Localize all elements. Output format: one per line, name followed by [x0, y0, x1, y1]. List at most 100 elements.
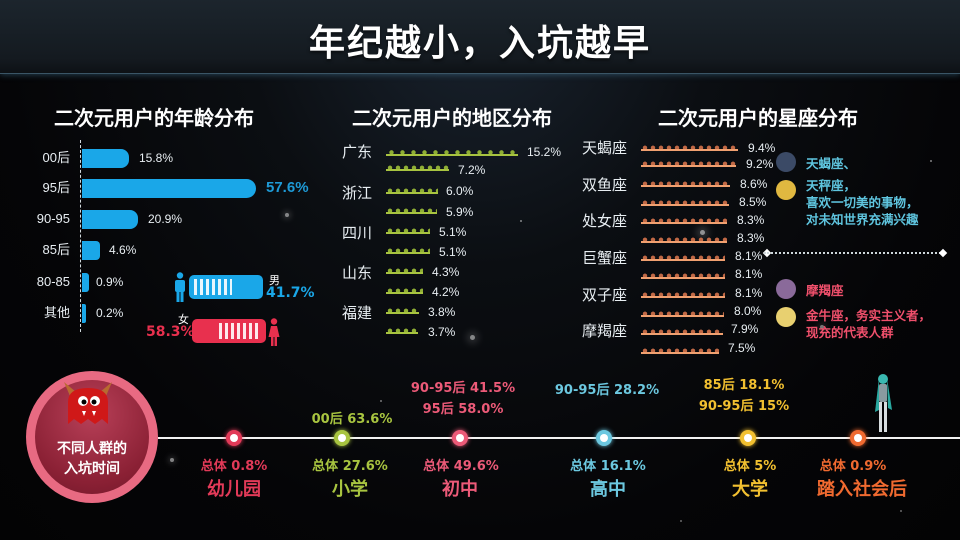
constellation-value: 8.3% [737, 213, 765, 227]
region-label: 山东 [342, 264, 373, 282]
age-label: 其他 [43, 305, 70, 320]
timeline-detail: 90-95后 28.2% [554, 383, 660, 398]
constellation-value: 8.3% [737, 231, 765, 245]
constellation-value: 8.1% [735, 286, 763, 300]
age-label: 80-85 [36, 274, 70, 289]
title-band [0, 0, 960, 74]
region-bar [386, 246, 430, 254]
constellation-value: 9.2% [746, 157, 774, 171]
age-bar [82, 179, 256, 198]
anime-character-icon [875, 374, 892, 432]
region-bar [386, 326, 418, 334]
constellation-label: 双鱼座 [582, 176, 628, 194]
scorpio-avatar-icon [776, 152, 796, 172]
age-bar [82, 273, 89, 292]
constellation-label: 天蝎座 [582, 139, 628, 157]
badge-text-line2: 入坑时间 [64, 461, 120, 477]
female-ratio-bar [192, 319, 266, 343]
constellation-bar [641, 290, 725, 298]
region-value: 3.7% [428, 325, 456, 339]
timeline-dot-society [850, 430, 866, 446]
constellation-value: 7.9% [731, 322, 759, 336]
region-value: 6.0% [446, 184, 474, 198]
age-bar [82, 210, 138, 229]
divider-end-icon [938, 248, 948, 258]
region-bar [386, 163, 449, 171]
region-bar [386, 186, 438, 194]
constellation-value: 8.1% [735, 249, 763, 263]
constellation-value: 9.4% [748, 141, 776, 155]
timeline-dot-university [740, 430, 756, 446]
region-bar [386, 306, 419, 314]
age-value: 0.2% [96, 306, 124, 320]
timeline-dot-high-school [596, 430, 612, 446]
age-bar [82, 304, 86, 323]
region-bar [386, 147, 518, 156]
male-ratio-bar [189, 275, 263, 299]
timeline-total: 总体 49.6% [423, 459, 499, 474]
male-figure-icon [175, 272, 185, 302]
badge-text-line1: 不同人群的 [57, 441, 127, 457]
constellation-section-title: 二次元用户的星座分布 [658, 106, 858, 130]
region-label: 四川 [342, 224, 373, 242]
constellation-label: 双子座 [582, 286, 628, 304]
constellation-value: 8.5% [739, 195, 767, 209]
timeline-stage: 高中 [590, 479, 626, 500]
capricorn-avatar-icon [776, 279, 796, 299]
taurus-avatar-icon [776, 307, 796, 327]
region-value: 4.3% [432, 265, 460, 279]
timeline-detail: 90-95后 41.5% 95后 58.0% [410, 381, 516, 417]
region-bar [386, 266, 423, 274]
timeline-total: 总体 27.6% [312, 459, 388, 474]
constellation-note-top: 天蝎座、 天秤座， 喜欢一切美的事物， 对未知世界充满兴趣 [806, 156, 919, 227]
region-value: 15.2% [527, 145, 562, 159]
region-value: 5.9% [446, 205, 474, 219]
age-label: 00后 [42, 150, 70, 165]
devil-mascot-icon [64, 382, 112, 424]
constellation-bar [641, 327, 723, 335]
region-label: 广东 [342, 143, 373, 161]
age-value-highlight: 57.6% [266, 179, 309, 196]
constellation-label: 巨蟹座 [582, 249, 628, 267]
female-label: 女 [178, 313, 189, 326]
constellation-bar [641, 159, 736, 167]
constellation-bar [641, 235, 727, 243]
male-label: 男 [269, 274, 280, 287]
region-value: 7.2% [458, 163, 486, 177]
constellation-bar [641, 216, 727, 224]
region-bar [386, 226, 430, 234]
age-bar [82, 149, 129, 168]
constellation-note-bottom: 摩羯座 金牛座，务实主义者， 现充的代表人群 [806, 283, 932, 340]
constellation-bar [641, 198, 729, 206]
timeline-dot-middle-school [452, 430, 468, 446]
timeline-total: 总体 0.9% [819, 459, 887, 474]
age-value: 4.6% [109, 243, 137, 257]
page-title: 年纪越小，入坑越早 [308, 23, 651, 64]
constellation-value: 7.5% [728, 341, 756, 355]
timeline-stage: 幼儿园 [207, 479, 261, 500]
constellation-bar [641, 346, 719, 354]
timeline-total: 总体 0.8% [200, 459, 268, 474]
timeline-detail: 00后 63.6% [311, 412, 393, 427]
age-value: 0.9% [96, 275, 124, 289]
region-value: 3.8% [428, 305, 456, 319]
age-label: 85后 [42, 242, 70, 257]
age-label: 90-95 [36, 211, 70, 226]
constellation-bar [641, 179, 730, 187]
age-bar [82, 241, 100, 260]
female-percentage: 58.3% [146, 324, 195, 340]
constellation-bar [641, 253, 725, 261]
libra-avatar-icon [776, 180, 796, 200]
timeline-line [158, 437, 960, 439]
timeline-stage: 大学 [732, 479, 768, 500]
constellation-label: 摩羯座 [582, 322, 628, 340]
constellation-value: 8.0% [734, 304, 762, 318]
region-bar [386, 206, 437, 214]
timeline-stage: 小学 [332, 479, 368, 500]
timeline-stage: 踏入社会后 [817, 479, 907, 500]
timeline-total: 总体 5% [723, 459, 777, 474]
constellation-bar [641, 271, 725, 279]
region-section-title: 二次元用户的地区分布 [352, 106, 552, 130]
constellation-value: 8.6% [740, 177, 768, 191]
timeline-total: 总体 16.1% [570, 459, 646, 474]
